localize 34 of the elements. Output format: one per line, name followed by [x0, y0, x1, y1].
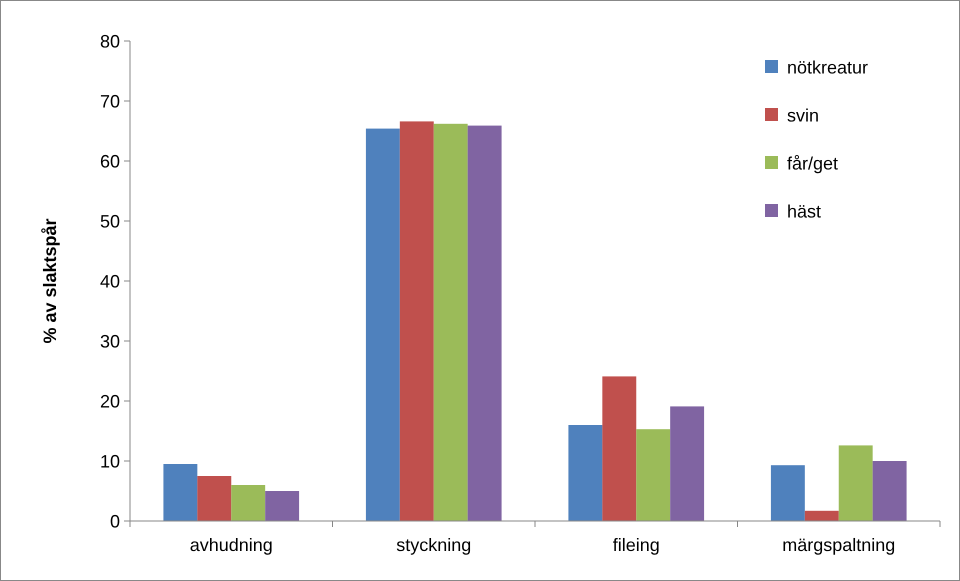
bar	[163, 464, 198, 521]
bar	[670, 406, 704, 521]
bar	[636, 429, 670, 521]
legend-label: svin	[787, 105, 820, 126]
x-tick-label: styckning	[396, 535, 472, 555]
y-tick-label: 50	[100, 211, 120, 232]
legend-label: häst	[787, 201, 822, 222]
bar	[366, 128, 400, 521]
y-tick-label: 40	[100, 271, 120, 292]
bar	[468, 126, 502, 521]
y-tick-label: 80	[100, 31, 120, 52]
y-tick-label: 60	[100, 151, 120, 172]
y-tick-label: 20	[100, 391, 120, 412]
bar	[265, 491, 300, 521]
bar	[838, 445, 873, 521]
y-tick-label: 10	[100, 451, 120, 472]
y-tick-label: 70	[100, 91, 120, 112]
bar	[804, 510, 839, 521]
bar	[872, 461, 907, 521]
x-tick-label: märgspaltning	[782, 535, 896, 555]
bar	[197, 476, 232, 521]
bar	[231, 485, 266, 521]
bar	[400, 121, 434, 521]
y-axis-title: % av slaktspår	[40, 218, 60, 344]
y-tick-label: 30	[100, 331, 120, 352]
legend-label: får/get	[787, 153, 838, 174]
x-tick-label: fileing	[612, 535, 660, 555]
y-tick-label: 0	[110, 511, 120, 532]
bar	[568, 425, 602, 521]
legend-label: nötkreatur	[787, 57, 868, 78]
bar	[770, 465, 805, 521]
bar	[602, 376, 636, 521]
bar	[434, 124, 468, 521]
x-tick-label: avhudning	[190, 535, 273, 555]
